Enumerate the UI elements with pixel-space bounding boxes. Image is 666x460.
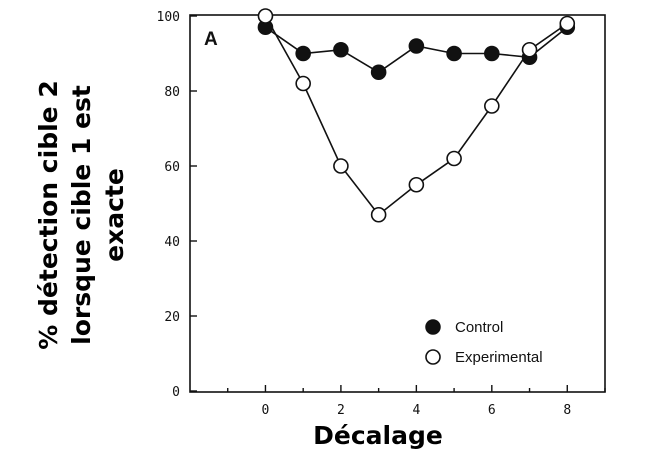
plot-frame — [189, 14, 606, 393]
y-tick-label: 20 — [164, 310, 180, 325]
point-experimental — [333, 158, 349, 174]
point-experimental — [257, 8, 274, 24]
point-experimental — [408, 176, 425, 193]
series-layer — [257, 8, 576, 223]
legend-label-control: Control — [455, 319, 503, 336]
y-tick-label: 100 — [157, 10, 180, 25]
legend-label-experimental: Experimental — [455, 349, 543, 366]
point-control — [446, 45, 462, 62]
y-axis-title-line-1: % détection cible 2 — [34, 80, 63, 349]
y-tick-label: 60 — [164, 160, 180, 175]
point-experimental — [559, 15, 576, 32]
y-tick-label: 0 — [172, 385, 180, 400]
x-axis-title: Décalage — [313, 421, 443, 450]
y-axis: 0 20 40 60 80 100 — [157, 10, 197, 400]
x-tick-label: 2 — [337, 403, 345, 418]
y-axis-title-line-2: lorsque cible 1 est — [67, 85, 96, 345]
y-tick-label: 40 — [164, 235, 180, 250]
y-axis-title: % détection cible 2 lorsque cible 1 est … — [34, 80, 129, 349]
point-control — [370, 64, 387, 81]
point-control — [408, 38, 425, 54]
point-experimental — [484, 98, 500, 114]
legend: Control Experimental — [425, 319, 543, 366]
point-experimental — [370, 206, 387, 223]
point-control — [333, 41, 349, 58]
point-experimental — [521, 41, 538, 58]
y-tick-label: 80 — [164, 85, 180, 100]
point-experimental — [295, 75, 311, 92]
point-control — [295, 45, 311, 62]
legend-marker-experimental — [425, 349, 441, 365]
x-tick-label: 8 — [563, 403, 571, 418]
x-tick-label: 0 — [262, 403, 270, 418]
x-tick-label: 6 — [488, 403, 496, 418]
point-experimental — [446, 150, 462, 167]
x-axis: 0 2 4 6 8 — [227, 385, 606, 418]
panel-label: A — [204, 29, 218, 50]
point-control — [484, 45, 500, 62]
y-axis-title-line-3: exacte — [100, 168, 129, 262]
x-tick-label: 4 — [412, 403, 420, 418]
legend-marker-control — [425, 319, 441, 335]
